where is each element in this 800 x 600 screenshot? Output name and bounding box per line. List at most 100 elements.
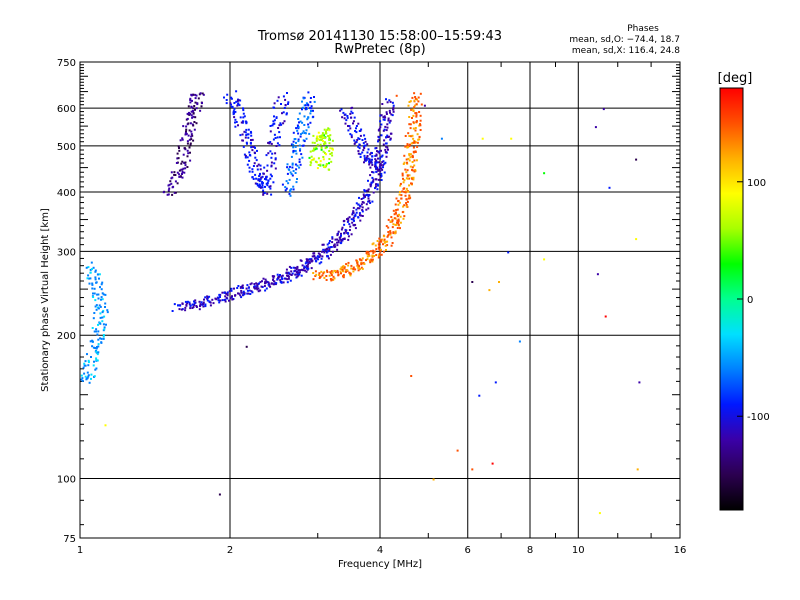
data-point [93, 287, 96, 290]
data-point [332, 275, 335, 278]
data-point [371, 258, 374, 261]
data-point [383, 241, 386, 244]
data-point [518, 340, 521, 343]
data-point [320, 148, 323, 151]
data-point [382, 116, 385, 119]
data-point [394, 203, 397, 206]
data-point [353, 215, 356, 218]
data-point [432, 478, 435, 481]
data-point [217, 296, 220, 299]
data-point [380, 123, 383, 126]
data-point [346, 218, 348, 221]
data-point [382, 243, 384, 246]
data-point [378, 245, 381, 248]
data-point [280, 103, 282, 105]
data-point [380, 114, 383, 117]
data-point [382, 166, 384, 169]
data-point [308, 156, 311, 159]
data-point [403, 179, 406, 182]
data-point [327, 168, 330, 171]
data-point [190, 130, 193, 133]
data-point [389, 230, 392, 233]
data-point [94, 368, 97, 371]
data-point [308, 132, 311, 135]
data-point [336, 244, 339, 247]
data-point [298, 273, 301, 276]
data-point [176, 182, 179, 185]
data-point [298, 166, 301, 169]
data-point [337, 274, 340, 277]
data-point [379, 163, 382, 166]
data-point [347, 232, 349, 235]
data-point [251, 291, 254, 294]
data-point [97, 330, 100, 333]
data-point [181, 137, 184, 140]
data-point [361, 206, 364, 209]
data-point [315, 146, 318, 149]
data-point [90, 356, 92, 358]
data-point [399, 221, 402, 224]
data-point [362, 201, 365, 204]
data-point [406, 169, 409, 172]
data-point [194, 116, 197, 119]
data-point [596, 273, 599, 276]
data-point [322, 164, 325, 167]
colorbar-label: [deg] [718, 71, 753, 86]
data-point [248, 289, 251, 292]
data-point [310, 107, 313, 110]
data-point [374, 165, 376, 168]
data-point [322, 140, 324, 143]
data-point [301, 132, 304, 135]
data-point [168, 183, 171, 186]
data-point [389, 233, 392, 236]
data-point [94, 270, 97, 273]
data-point [301, 156, 304, 159]
data-point [358, 143, 361, 146]
data-point [361, 210, 364, 213]
data-point [285, 187, 288, 190]
data-point [365, 156, 368, 159]
data-point [199, 109, 202, 112]
data-point [394, 230, 397, 233]
data-point [418, 124, 421, 127]
data-point [408, 101, 411, 103]
data-point [94, 347, 97, 349]
data-point [305, 106, 308, 109]
data-point [278, 131, 281, 134]
data-point [208, 300, 211, 303]
data-point [387, 231, 390, 233]
data-point [279, 274, 281, 276]
data-point [189, 99, 192, 101]
data-point [224, 295, 227, 298]
data-point [288, 178, 291, 181]
data-point [94, 278, 97, 281]
data-point [319, 276, 321, 279]
data-point [361, 257, 364, 260]
data-point [377, 256, 380, 259]
data-point [352, 266, 355, 269]
data-point [293, 138, 296, 141]
data-point [369, 166, 372, 169]
data-point [355, 141, 358, 143]
data-point [316, 143, 319, 146]
data-point [310, 259, 313, 261]
data-point [269, 173, 272, 176]
data-point [415, 114, 418, 117]
data-point [342, 270, 344, 273]
data-point [410, 142, 413, 145]
data-point [404, 135, 407, 137]
data-point [384, 244, 387, 247]
data-point [175, 191, 177, 194]
data-point [285, 180, 288, 183]
data-point [387, 218, 390, 221]
data-point [375, 178, 378, 181]
data-point [186, 142, 189, 145]
data-point [400, 197, 403, 200]
data-point [393, 217, 396, 220]
data-point [363, 157, 366, 160]
data-point [92, 364, 95, 367]
data-point [291, 163, 294, 166]
data-point [392, 110, 395, 113]
data-point [95, 304, 98, 307]
data-point [193, 304, 196, 306]
